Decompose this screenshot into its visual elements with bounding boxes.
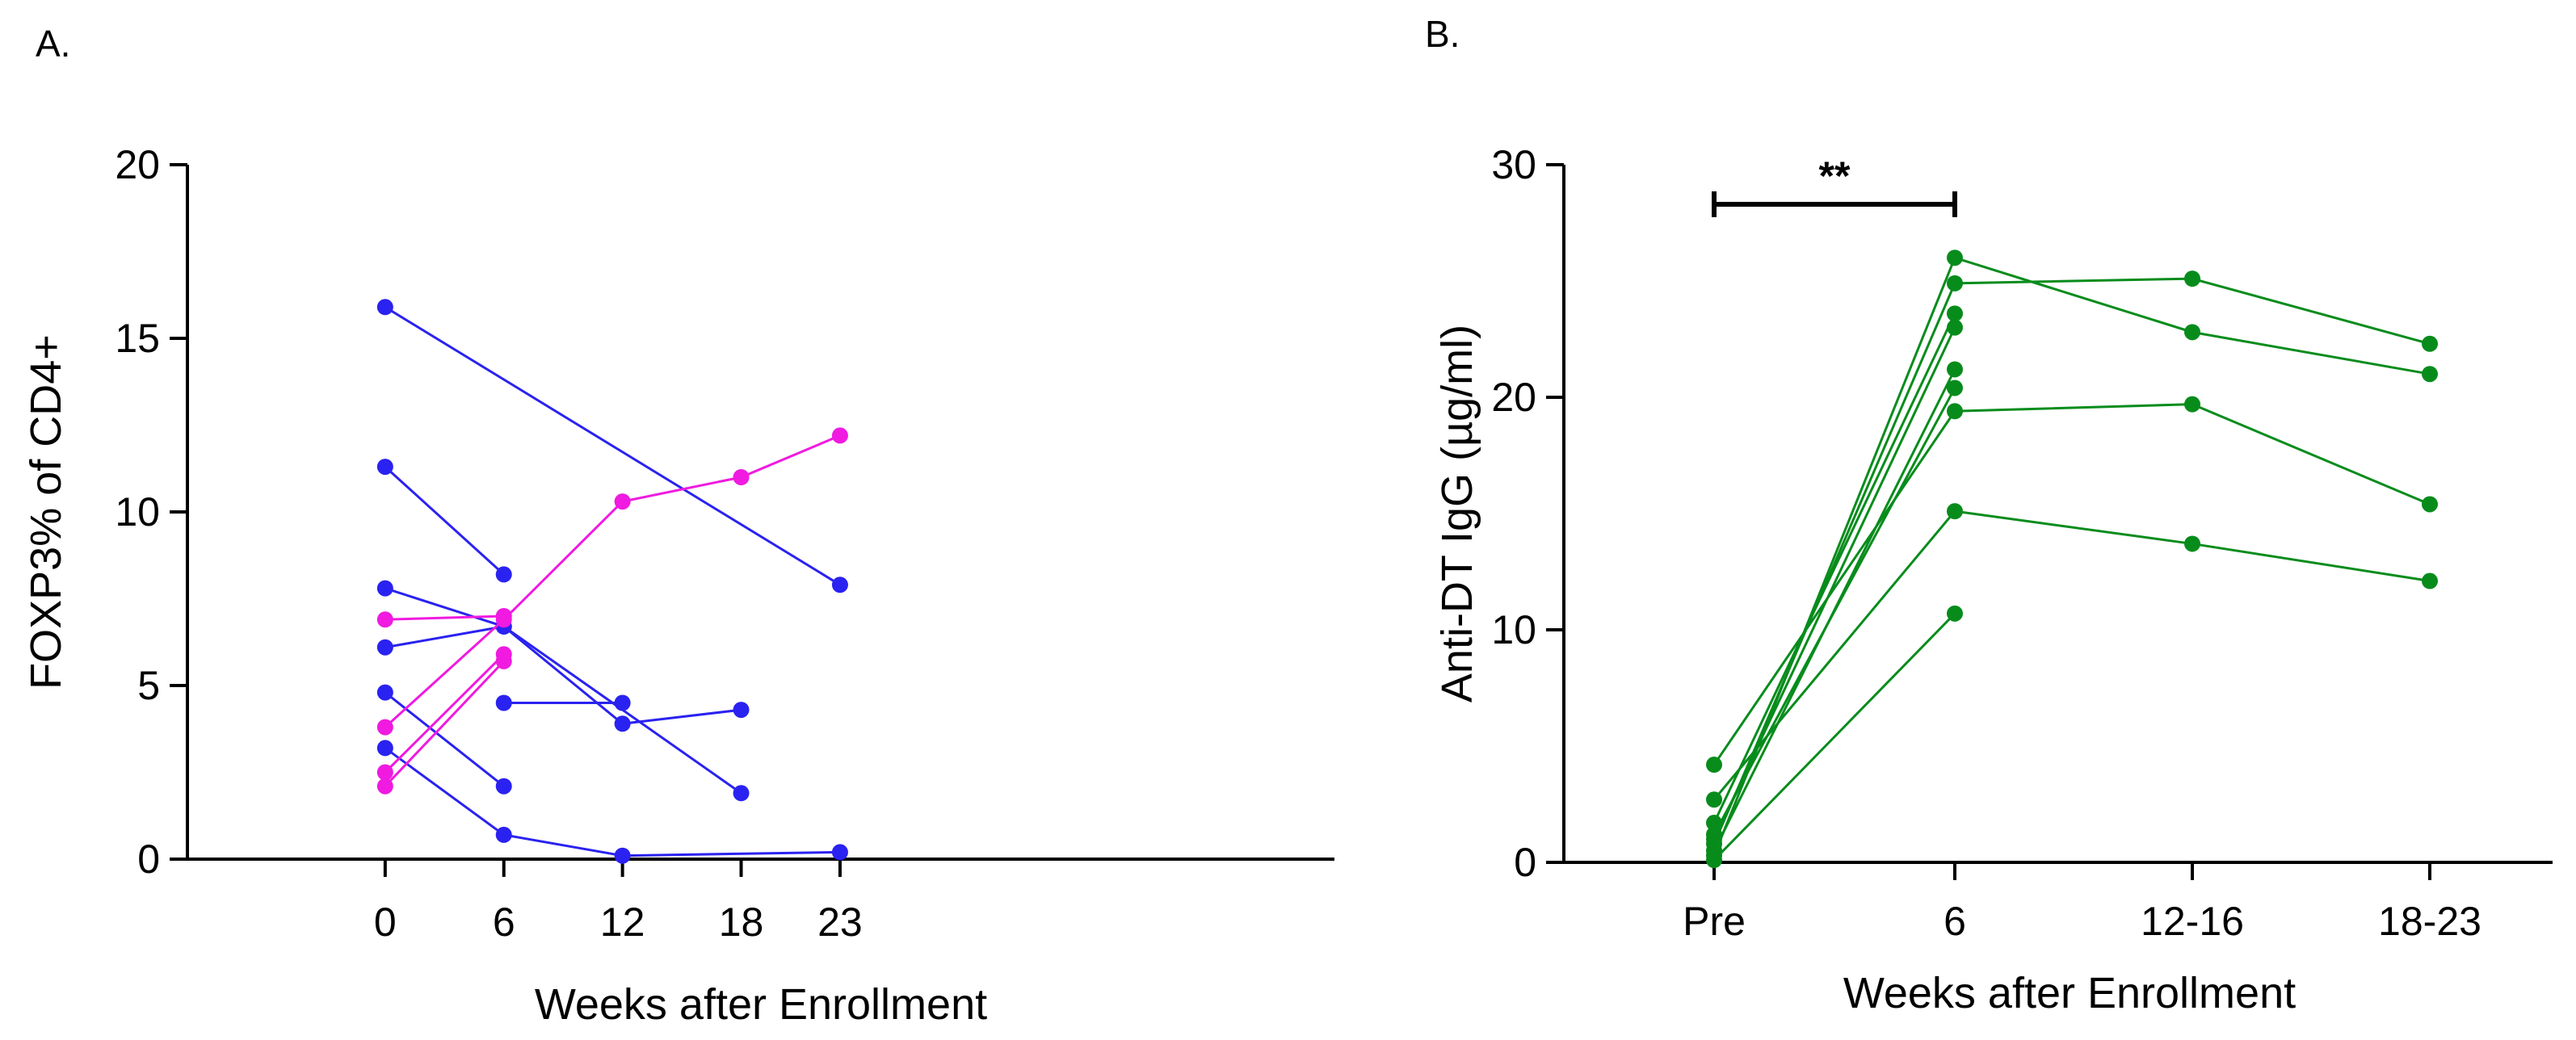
data-point [2422,335,2438,352]
data-point [376,459,393,476]
data-point [2422,366,2438,383]
data-point [614,493,631,510]
series-line [385,306,841,586]
y-tick-label: 10 [1491,607,1536,652]
data-point [495,778,512,795]
data-point [1947,250,1963,266]
series-line [384,434,841,728]
series-line [1712,387,1956,836]
data-point [1947,605,1963,622]
y-tick-label: 0 [137,837,160,882]
y-tick-label: 0 [1514,840,1536,885]
series-line [1712,256,2431,856]
data-point [1947,503,1963,520]
series-line [385,625,742,725]
data-point [495,826,512,843]
data-point [2184,324,2200,341]
data-point [614,694,631,711]
x-tick-label: 23 [817,900,863,945]
x-tick-label: 0 [374,900,397,945]
data-point [1947,403,1963,420]
series-line [384,691,505,787]
x-tick-label: 18-23 [2378,899,2481,944]
data-point [495,566,512,583]
y-tick-label: 5 [137,663,160,708]
data-point [831,577,848,593]
data-point [376,764,393,781]
y-axis-title: FOXP3% of CD4+ [22,334,70,690]
data-point [1947,275,1963,291]
y-tick-label: 20 [115,142,160,187]
data-point [1706,852,1722,869]
x-tick-label: 18 [719,900,764,945]
data-point [614,847,631,864]
series-line [384,660,505,787]
panel-a-chart: A. 0 5 10 15 20 0 6 12 18 23 Weeks after Enrollment… [22,23,1334,1029]
data-point [2184,270,2200,287]
data-point [2422,496,2438,513]
data-point [733,785,750,802]
data-point [495,611,512,628]
x-axis-title: Weeks after Enrollment [1843,969,2296,1017]
x-tick-label: 12 [600,900,645,945]
data-point [1706,791,1722,808]
data-point [376,639,393,656]
data-point [2422,572,2438,589]
panel-b-chart: B. 0 10 20 30 Pre 6 12-16 18-23 Weeks after Enrol… [1425,13,2553,1017]
data-point [376,778,393,795]
y-tick-label: 30 [1491,142,1536,187]
data-point [614,715,631,732]
data-point [376,299,393,316]
series-line [1712,403,2431,765]
x-tick-label: 6 [1944,899,1966,944]
y-tick-label: 20 [1491,375,1536,420]
data-point [1947,380,1963,396]
data-point [495,694,512,711]
data-point [376,580,393,597]
panel-b-label: B. [1425,13,1460,55]
data-point [376,611,393,628]
series-line [384,747,840,858]
data-point [376,719,393,736]
y-axis-title: Anti-DT IgG (µg/ml) [1433,325,1481,702]
data-point [733,469,750,485]
x-tick-label: Pre [1683,899,1746,944]
panel-a-label: A. [36,23,70,65]
data-point [1947,319,1963,336]
data-point [2184,396,2200,413]
series-line [384,465,505,576]
data-point [831,427,848,444]
data-point [495,652,512,669]
series-line [1712,612,1956,862]
data-point [1947,361,1963,378]
x-axis-title: Weeks after Enrollment [535,980,987,1029]
y-tick-label: 15 [115,316,160,361]
series-line [1712,312,1956,824]
data-point [1706,826,1722,843]
data-point [733,702,750,719]
data-point [831,844,848,861]
series-line [1712,510,2431,801]
x-tick-label: 6 [493,900,515,945]
data-point [376,684,393,701]
series-line [1712,277,2431,845]
data-point [376,740,393,757]
data-point [1947,305,1963,322]
series-line [384,653,505,774]
series-line [1712,326,1956,840]
series-line [385,614,504,621]
y-tick-label: 10 [115,489,160,535]
data-point [2184,535,2200,552]
data-point [1706,757,1722,774]
significance-label: ** [1819,153,1851,199]
x-tick-label: 12-16 [2141,899,2244,944]
